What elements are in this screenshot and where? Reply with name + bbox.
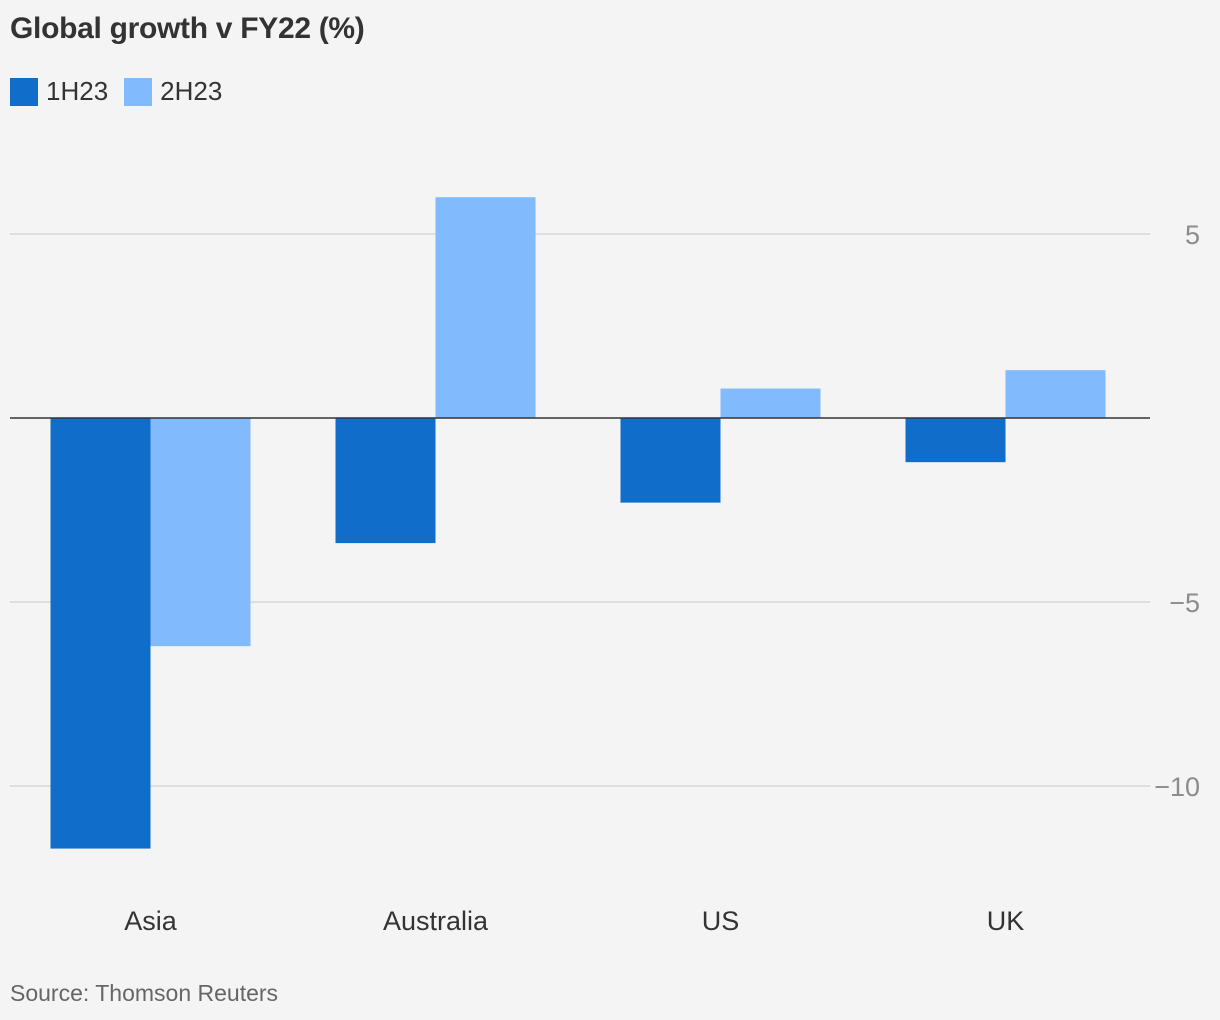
- legend-item-1h23: 1H23: [10, 76, 108, 107]
- bar-1h23-us: [620, 418, 721, 503]
- legend-swatch-1h23: [10, 77, 38, 106]
- bar-1h23-asia: [50, 418, 151, 849]
- bar-2h23-asia: [150, 418, 251, 647]
- y-tick-label: 5: [1185, 220, 1200, 250]
- legend-label-2h23: 2H23: [160, 76, 223, 106]
- legend-item-2h23: 2H23: [124, 76, 222, 107]
- x-tick-label: US: [702, 906, 740, 936]
- legend: 1H23 2H23: [10, 76, 238, 107]
- x-tick-label: Australia: [383, 906, 489, 936]
- legend-swatch-2h23: [124, 77, 153, 106]
- bar-2h23-uk: [1005, 370, 1106, 418]
- chart-title: Global growth v FY22 (%): [10, 12, 365, 45]
- y-tick-label: −5: [1169, 588, 1200, 618]
- source-note: Source: Thomson Reuters: [10, 980, 279, 1006]
- x-tick-label: UK: [987, 906, 1025, 936]
- x-tick-label: Asia: [124, 906, 178, 936]
- bar-1h23-uk: [905, 418, 1006, 463]
- bar-2h23-australia: [435, 197, 536, 418]
- bar-2h23-us: [720, 388, 821, 418]
- bar-1h23-australia: [335, 418, 436, 544]
- y-tick-label: −10: [1154, 772, 1200, 802]
- legend-label-1h23: 1H23: [46, 76, 109, 106]
